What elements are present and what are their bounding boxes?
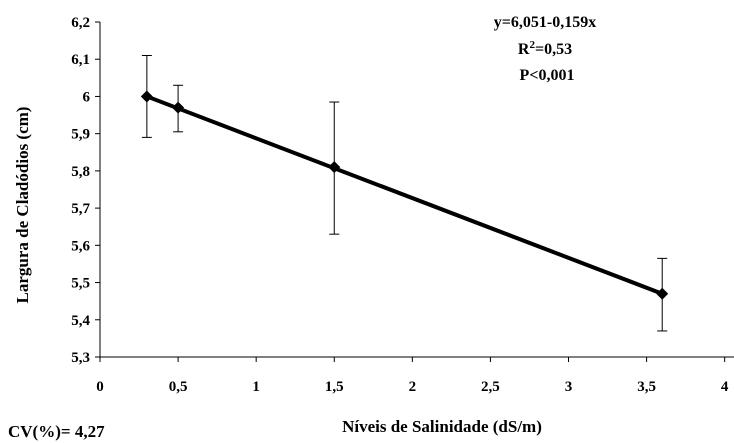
x-tick-label: 0,5 [169, 379, 188, 395]
y-tick-label: 5,8 [71, 164, 90, 180]
y-ticks: 5,3 5,4 5,5 5,6 5,7 5,8 5,9 6 6,1 6,2 [71, 15, 100, 366]
x-tick-label: 2 [409, 379, 417, 395]
trendline [146, 94, 663, 296]
y-tick-label: 5,6 [71, 238, 90, 254]
p-value: P<0,001 [520, 67, 575, 84]
y-tick-label: 5,9 [71, 127, 90, 143]
y-tick-label: 6,2 [71, 15, 90, 31]
x-tick-label: 2,5 [481, 379, 500, 395]
data-point [172, 101, 185, 114]
x-tick-label: 1 [252, 379, 260, 395]
r-squared: R2=0,53 [518, 39, 572, 58]
cv-footnote: CV(%)= 4,27 [8, 422, 105, 441]
regression-equation: y=6,051-0,159x [494, 14, 596, 31]
x-tick-label: 4 [721, 379, 729, 395]
x-axis-title: Níveis de Salinidade (dS/m) [342, 417, 542, 436]
axes [99, 22, 734, 358]
data-markers [140, 90, 669, 300]
x-ticks: 0 0,5 1 1,5 2 2,5 3 3,5 4 [96, 357, 729, 395]
data-point [656, 287, 669, 300]
y-axis-title: Largura de Cladódios (cm) [13, 107, 32, 304]
x-tick-label: 3 [565, 379, 573, 395]
data-point [140, 90, 153, 103]
x-tick-label: 1,5 [325, 379, 344, 395]
x-tick-label: 0 [96, 379, 104, 395]
y-tick-label: 6 [83, 89, 91, 105]
y-tick-label: 5,4 [71, 313, 90, 329]
y-tick-label: 5,5 [71, 276, 90, 292]
x-tick-label: 3,5 [637, 379, 656, 395]
y-tick-label: 6,1 [71, 52, 90, 68]
data-point [328, 161, 341, 174]
y-tick-label: 5,7 [71, 201, 90, 217]
y-tick-label: 5,3 [71, 350, 90, 366]
